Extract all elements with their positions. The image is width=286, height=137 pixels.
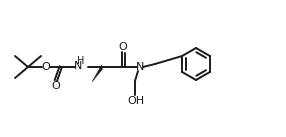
Text: O: O <box>42 62 50 72</box>
Text: O: O <box>52 81 60 91</box>
Text: H: H <box>77 56 85 66</box>
Text: OH: OH <box>128 96 144 106</box>
Text: N: N <box>74 61 82 71</box>
Text: N: N <box>136 62 144 72</box>
Polygon shape <box>92 65 102 82</box>
Text: O: O <box>119 42 127 52</box>
